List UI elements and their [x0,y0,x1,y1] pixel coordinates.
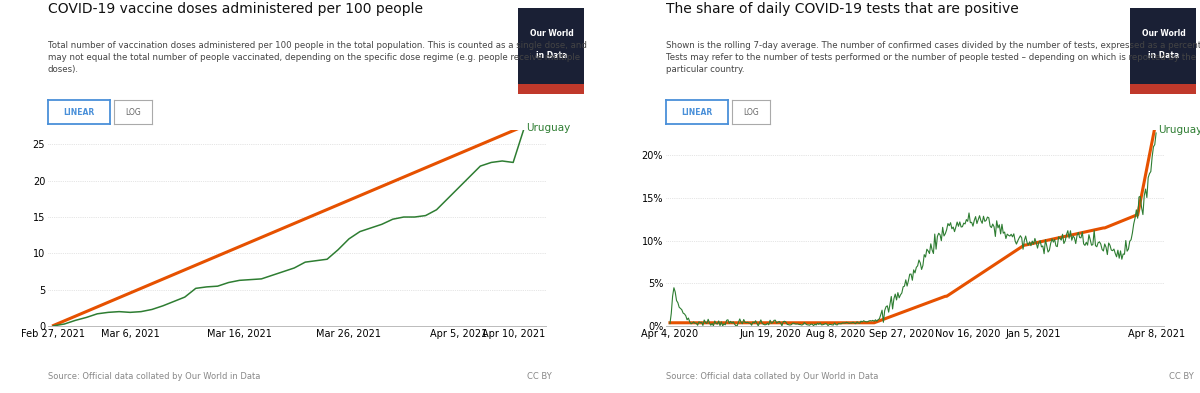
Text: Source: Official data collated by Our World in Data: Source: Official data collated by Our Wo… [666,372,878,381]
Bar [1130,84,1196,94]
Text: Source: Official data collated by Our World in Data: Source: Official data collated by Our Wo… [48,372,260,381]
Text: LOG: LOG [743,108,760,116]
Text: Uruguay: Uruguay [1158,125,1200,136]
Text: in Data: in Data [1147,51,1180,60]
Text: LINEAR: LINEAR [682,108,713,116]
Text: Our World: Our World [529,29,574,38]
Text: in Data: in Data [535,51,568,60]
Text: COVID-19 vaccine doses administered per 100 people: COVID-19 vaccine doses administered per … [48,2,424,16]
Bar [518,84,584,94]
Text: Total number of vaccination doses administered per 100 people in the total popul: Total number of vaccination doses admini… [48,41,587,74]
Text: Our World: Our World [1141,29,1186,38]
Text: CC BY: CC BY [527,372,552,381]
Text: The share of daily COVID-19 tests that are positive: The share of daily COVID-19 tests that a… [666,2,1019,16]
Text: Shown is the rolling 7-day average. The number of confirmed cases divided by the: Shown is the rolling 7-day average. The … [666,41,1200,74]
Text: LOG: LOG [125,108,142,116]
Text: Uruguay: Uruguay [527,123,570,133]
Text: CC BY: CC BY [1169,372,1194,381]
Text: LINEAR: LINEAR [64,108,95,116]
